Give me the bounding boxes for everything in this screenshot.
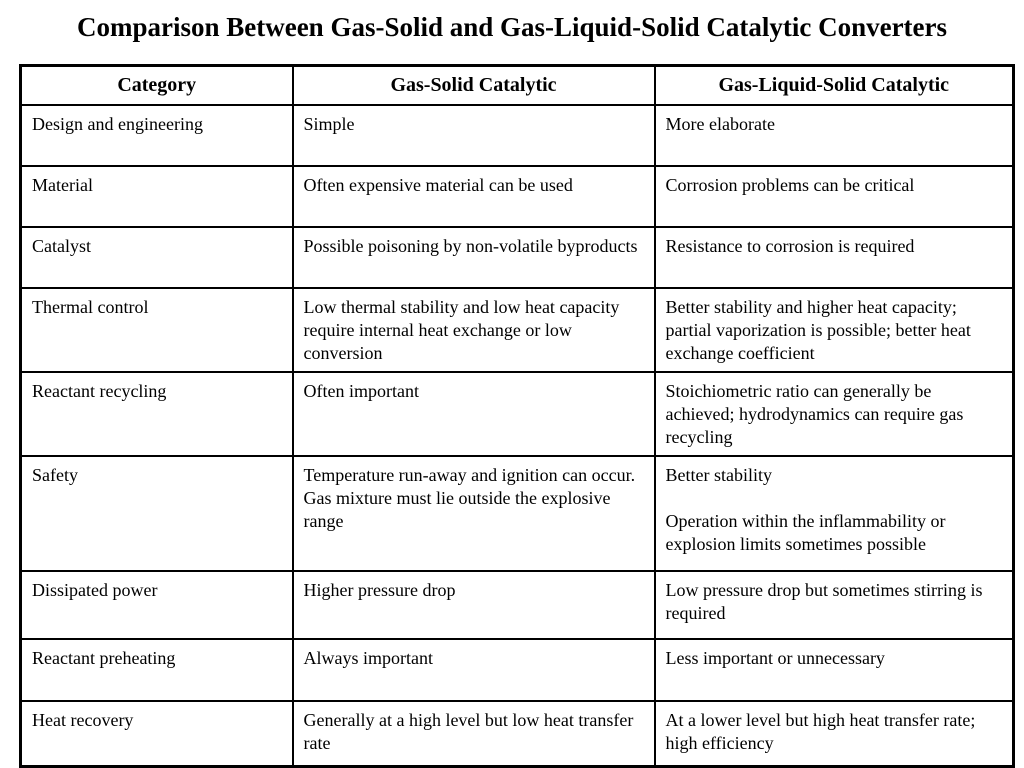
cell-gas-solid: Higher pressure drop [291, 569, 656, 640]
table-row-heat-recovery: Heat recovery Generally at a high level … [19, 699, 1015, 768]
cell-category: Safety [19, 454, 294, 572]
cell-category: Thermal control [19, 286, 294, 373]
table-row-material: Material Often expensive material can be… [19, 164, 1015, 228]
cell-gas-solid: Often important [291, 370, 656, 457]
cell-category: Dissipated power [19, 569, 294, 640]
table-row-reactant-recycling: Reactant recycling Often important Stoic… [19, 370, 1015, 457]
cell-gas-liquid-solid: Better stability Operation within the in… [653, 454, 1015, 572]
table-row-catalyst: Catalyst Possible poisoning by non-volat… [19, 225, 1015, 289]
table-row-safety: Safety Temperature run-away and ignition… [19, 454, 1015, 572]
cell-gas-solid: Always important [291, 637, 656, 702]
cell-gas-liquid-solid: Low pressure drop but sometimes stirring… [653, 569, 1015, 640]
table-row-design-and-engineering: Design and engineering Simple More elabo… [19, 103, 1015, 167]
cell-category: Design and engineering [19, 103, 294, 167]
cell-gas-liquid-solid: Better stability and higher heat capacit… [653, 286, 1015, 373]
comparison-table: Category Gas-Solid Catalytic Gas-Liquid-… [19, 64, 1015, 768]
table-row-thermal-control: Thermal control Low thermal stability an… [19, 286, 1015, 373]
cell-gas-solid: Temperature run-away and ignition can oc… [291, 454, 656, 572]
cell-gas-solid: Often expensive material can be used [291, 164, 656, 228]
column-header-category: Category [19, 64, 294, 106]
page-title: Comparison Between Gas-Solid and Gas-Liq… [76, 12, 948, 42]
cell-gas-liquid-solid: Resistance to corrosion is required [653, 225, 1015, 289]
table-header-row: Category Gas-Solid Catalytic Gas-Liquid-… [19, 64, 1015, 106]
table-row-reactant-preheating: Reactant preheating Always important Les… [19, 637, 1015, 702]
cell-gas-solid: Low thermal stability and low heat capac… [291, 286, 656, 373]
cell-category: Catalyst [19, 225, 294, 289]
cell-category: Reactant recycling [19, 370, 294, 457]
cell-gas-solid: Simple [291, 103, 656, 167]
cell-gas-liquid-solid: Stoichiometric ratio can generally be ac… [653, 370, 1015, 457]
cell-gas-liquid-solid: Corrosion problems can be critical [653, 164, 1015, 228]
cell-gas-liquid-solid: At a lower level but high heat transfer … [653, 699, 1015, 768]
cell-gas-liquid-solid: Less important or unnecessary [653, 637, 1015, 702]
cell-category: Reactant preheating [19, 637, 294, 702]
cell-category: Material [19, 164, 294, 228]
cell-gas-solid: Possible poisoning by non-volatile bypro… [291, 225, 656, 289]
column-header-gas-liquid-solid: Gas-Liquid-Solid Catalytic [653, 64, 1015, 106]
cell-gas-liquid-solid: More elaborate [653, 103, 1015, 167]
table-row-dissipated-power: Dissipated power Higher pressure drop Lo… [19, 569, 1015, 640]
cell-category: Heat recovery [19, 699, 294, 768]
cell-gas-solid: Generally at a high level but low heat t… [291, 699, 656, 768]
column-header-gas-solid: Gas-Solid Catalytic [291, 64, 656, 106]
